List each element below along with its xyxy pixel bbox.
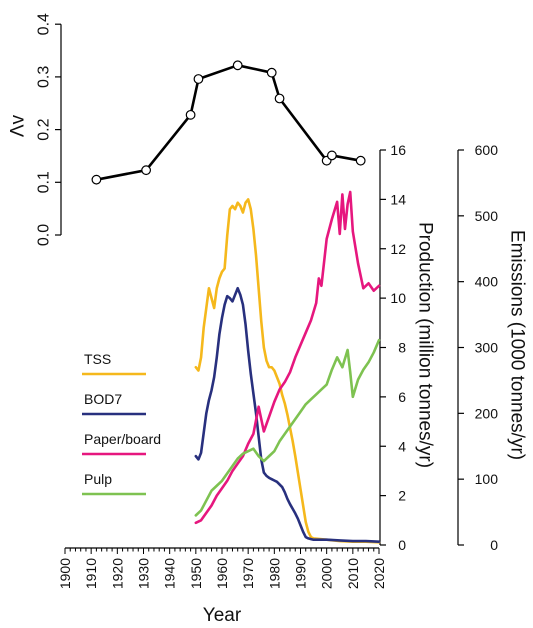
x-tick-label: 1990	[293, 558, 309, 589]
lambda-data-point	[141, 165, 152, 176]
lambda-data-point	[193, 74, 204, 84]
production-tick-label: 12	[390, 241, 406, 257]
x-tick-label: 2000	[319, 558, 335, 589]
lambda-axis-label: Λv	[8, 114, 29, 137]
lambda-tick-label: 0.1	[36, 171, 53, 193]
legend-label-tss: TSS	[84, 351, 111, 367]
emissions-tick-label: 300	[475, 340, 499, 356]
x-tick-label: 2020	[371, 558, 387, 589]
production-tick-label: 2	[398, 488, 406, 504]
x-tick-label: 1940	[162, 558, 178, 589]
x-tick-label: 1920	[109, 558, 125, 589]
production-tick-label: 10	[390, 290, 406, 306]
production-tick-label: 8	[398, 340, 406, 356]
x-tick-label: 1980	[266, 558, 282, 589]
x-tick-label: 1960	[214, 558, 230, 589]
production-tick-label: 4	[398, 438, 406, 454]
series-line-pulp	[194, 338, 381, 517]
lambda-data-point	[266, 67, 277, 78]
emissions-axis-label: Emissions (1000 tonnes/yr)	[507, 230, 528, 460]
upper-panel: 0.0 0.1 0.2 0.3 0.4 Λv	[8, 13, 366, 246]
x-tick-label: 1910	[83, 558, 99, 589]
legend-label-paper-board: Paper/board	[84, 431, 161, 447]
legend-label-bod7: BOD7	[84, 391, 122, 407]
legend-label-pulp: Pulp	[84, 471, 112, 487]
production-axis-label: Production (million tonnes/yr)	[415, 222, 436, 468]
lambda-series-line	[96, 64, 361, 181]
x-tick-label: 1950	[188, 558, 204, 589]
series-line-tss	[194, 198, 381, 544]
x-tick-label: 1900	[57, 558, 73, 589]
x-tick-label: 1970	[240, 558, 256, 589]
series-line-paper-board	[194, 190, 381, 525]
lower-panel: 1900 1910 1920 1930 1940 1950 1960 1970 1980 1990…	[57, 142, 528, 626]
production-tick-label: 14	[390, 191, 406, 207]
emissions-tick-label: 200	[475, 405, 499, 421]
lambda-data-point	[185, 109, 196, 120]
x-tick-label: 2010	[345, 558, 361, 589]
x-axis-label: Year	[203, 605, 242, 626]
lambda-tick-label: 0.0	[36, 224, 53, 246]
emissions-tick-label: 400	[475, 274, 499, 290]
production-tick-label: 16	[390, 142, 406, 158]
lambda-data-point	[355, 155, 366, 166]
lambda-data-point	[274, 93, 285, 104]
lambda-data-point	[232, 60, 243, 71]
x-tick-label: 1930	[136, 558, 152, 589]
production-tick-label: 0	[398, 537, 406, 553]
lambda-tick-label: 0.2	[36, 118, 53, 140]
lambda-data-point	[91, 174, 102, 185]
legend: TSS BOD7 Paper/board Pulp	[82, 351, 161, 496]
emissions-tick-label: 100	[475, 471, 499, 487]
emissions-tick-label: 500	[475, 208, 499, 224]
emissions-tick-label: 0	[490, 537, 498, 553]
lambda-data-point	[327, 150, 337, 161]
lambda-tick-label: 0.3	[36, 66, 53, 88]
emissions-tick-label: 600	[475, 142, 499, 158]
lambda-tick-label: 0.4	[36, 13, 53, 35]
production-tick-label: 6	[398, 389, 406, 405]
